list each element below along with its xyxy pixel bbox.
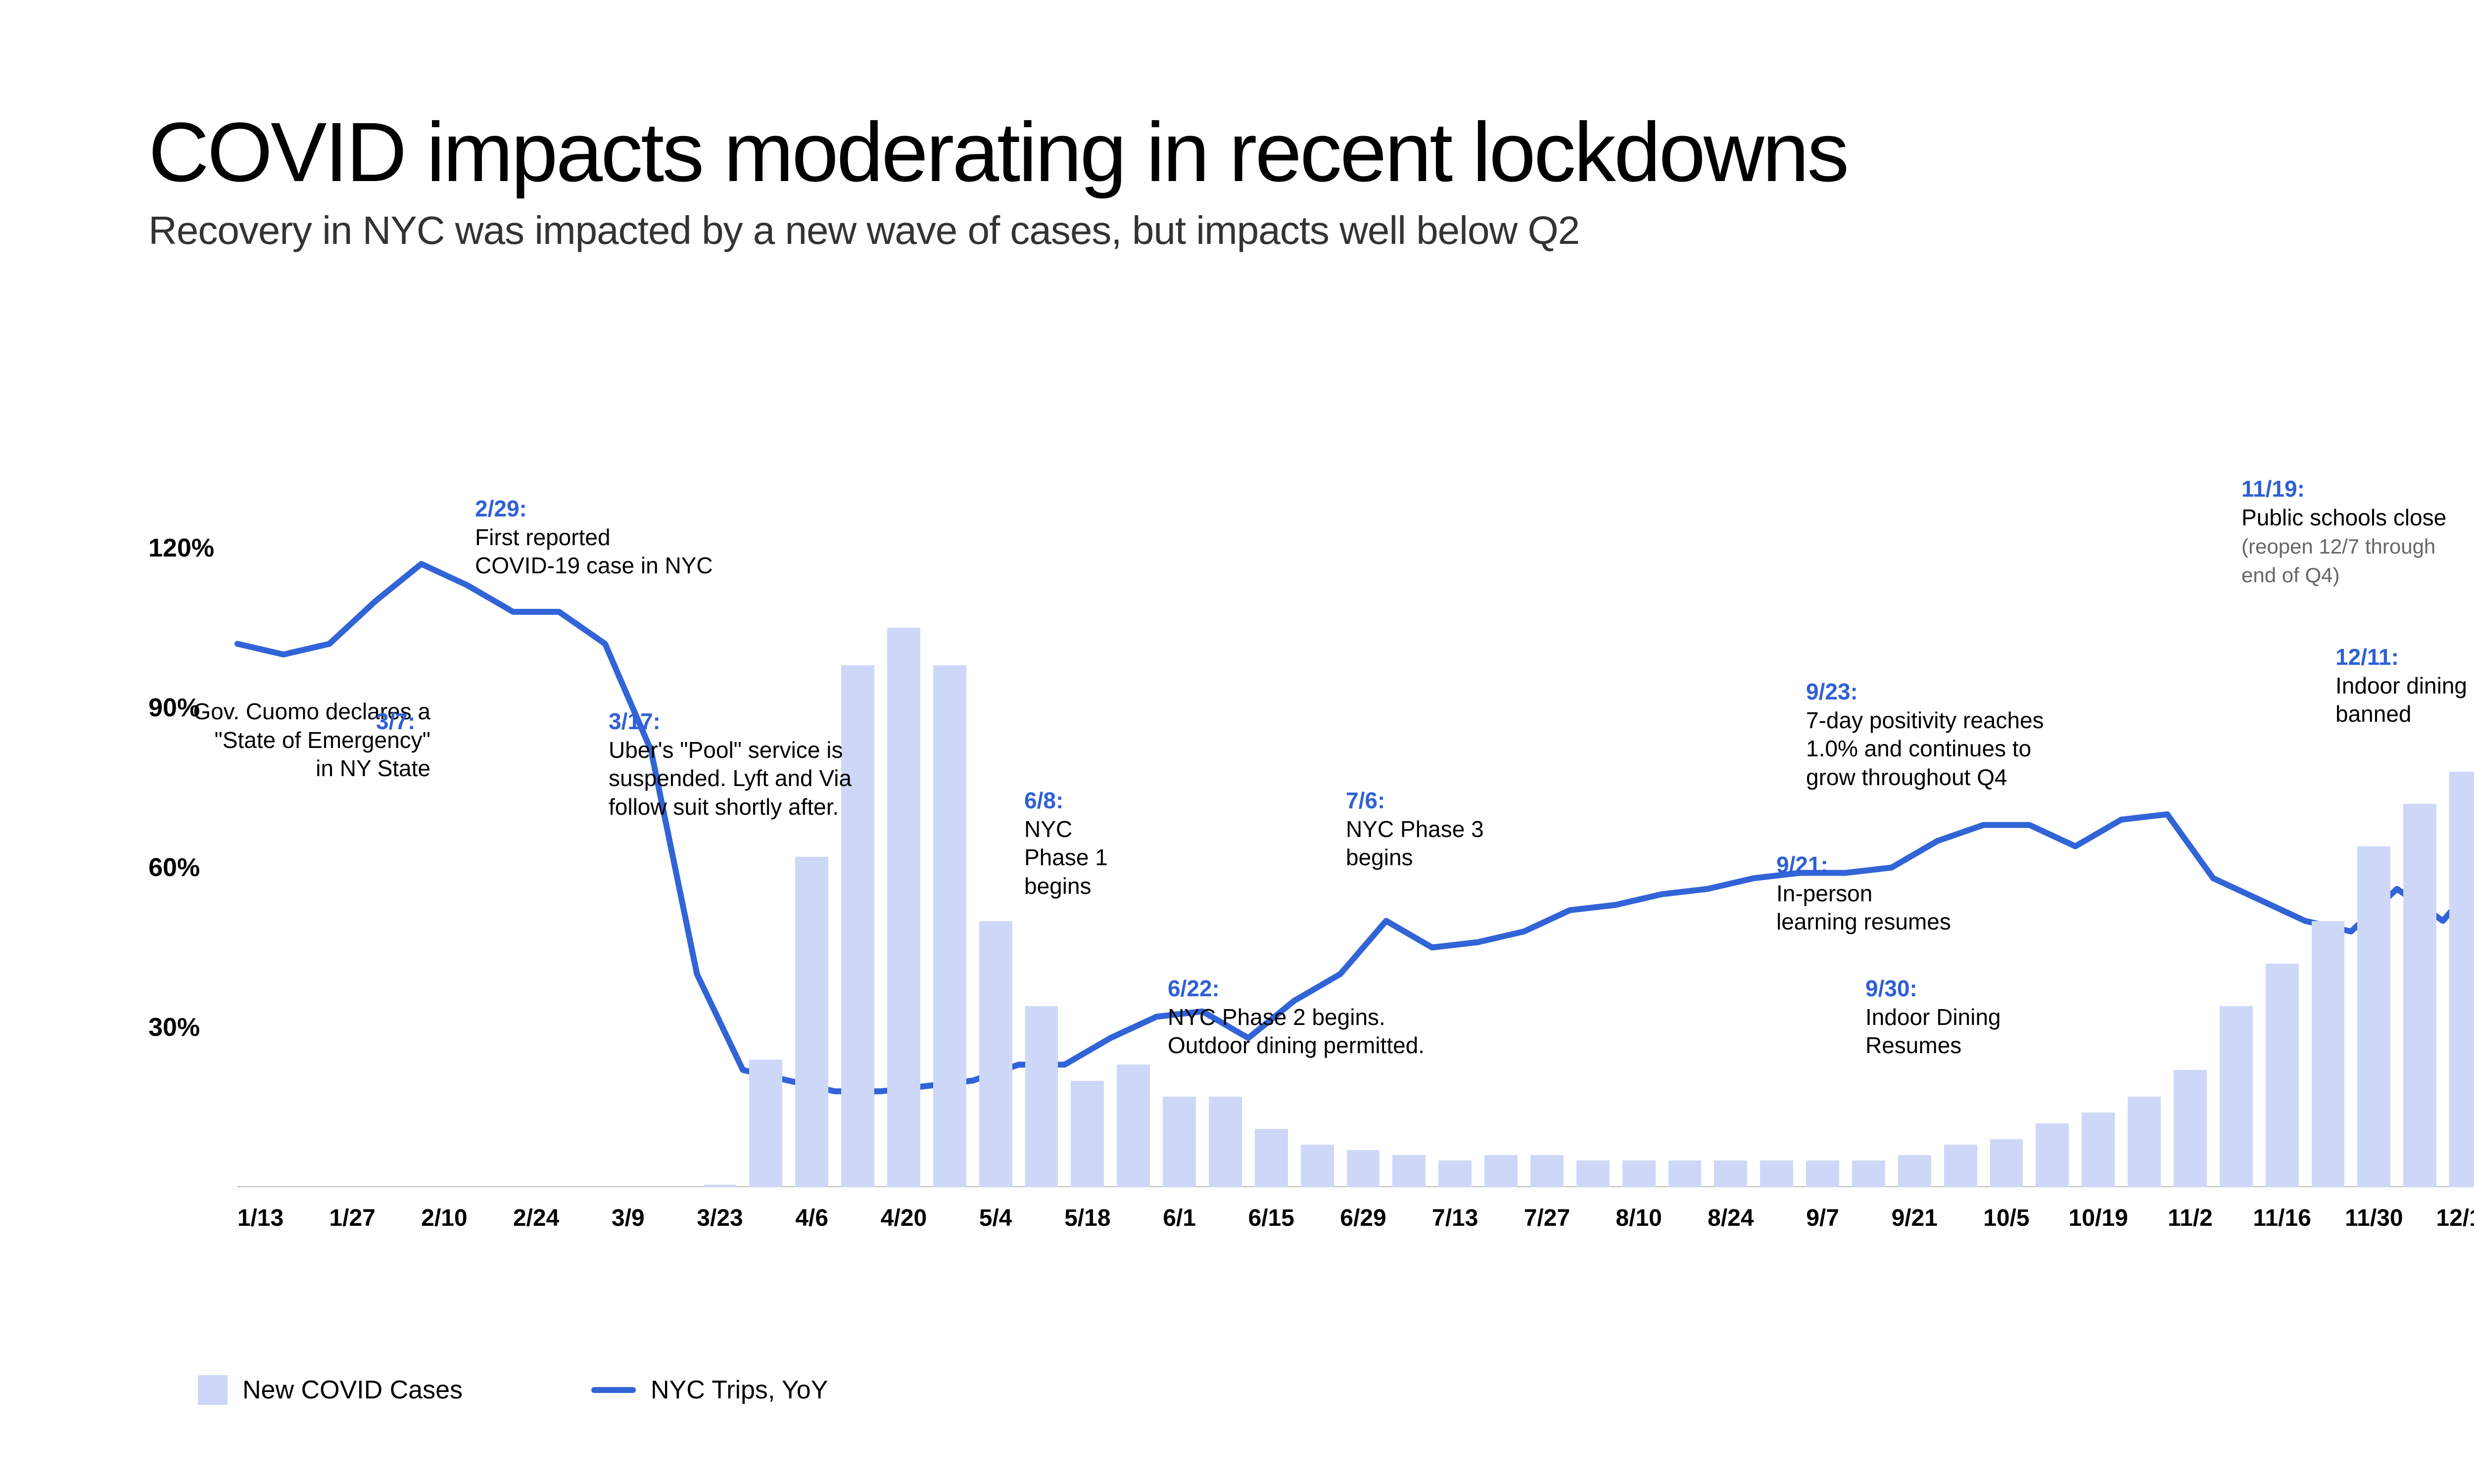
annotation: 9/23:7-day positivity reaches1.0% and co… [1806,678,2162,791]
bar [1301,1145,1334,1187]
x-axis-tick: 9/21 [1892,1205,1938,1232]
bar [1852,1160,1885,1187]
x-axis-tick: 5/4 [979,1205,1012,1232]
annotation: 9/30:Indoor DiningResumes [1865,974,2103,1060]
x-axis-tick: 10/5 [1983,1205,2029,1232]
x-axis-tick: 8/24 [1708,1205,1754,1232]
bar [1163,1097,1196,1187]
x-axis-tick: 6/29 [1340,1205,1386,1232]
x-axis-tick: 6/15 [1248,1205,1294,1232]
x-axis-tick: 6/1 [1163,1205,1196,1232]
annotation: 6/22:NYC Phase 2 begins.Outdoor dining p… [1168,974,1554,1060]
annotation: 3/17:Uber's "Pool" service issuspended. … [609,707,965,821]
bar [1025,1006,1058,1187]
x-axis-tick: 1/27 [329,1205,375,1232]
legend-label: New COVID Cases [242,1375,463,1405]
legend-label: NYC Trips, YoY [651,1375,828,1405]
bar [795,857,828,1187]
bar [1576,1160,1610,1187]
annotation: 11/19:Public schools close(reopen 12/7 t… [2241,475,2474,589]
annotation: 12/11:Indoor diningbanned [2335,643,2474,729]
x-axis-tick: 4/20 [881,1205,927,1232]
x-axis-tick: 9/7 [1806,1205,1839,1232]
bar [2174,1070,2207,1187]
annotation: 2/29:First reportedCOVID-19 case in NYC [475,495,797,580]
bar [1898,1155,1931,1187]
bar [1530,1155,1564,1187]
bar [2266,964,2299,1187]
bar [2036,1123,2069,1187]
legend-item: New COVID Cases [198,1375,463,1405]
x-axis-tick: 12/14 [2436,1205,2474,1232]
bar [749,1060,782,1187]
bar [1209,1097,1242,1187]
bar [979,921,1012,1187]
x-axis-tick: 2/24 [513,1205,559,1232]
x-axis-tick: 4/6 [795,1205,828,1232]
x-axis-tick: 11/30 [2345,1205,2403,1232]
bar [1347,1150,1380,1187]
bar [1484,1155,1518,1187]
bar [1668,1160,1702,1187]
legend: New COVID Cases NYC Trips, YoY [198,1375,828,1405]
bar [2220,1006,2253,1187]
bar [704,1185,737,1187]
bar [1438,1160,1472,1187]
x-axis-tick: 5/18 [1064,1205,1110,1232]
x-axis-tick: 3/9 [612,1205,645,1232]
bar [2128,1097,2161,1187]
bar [1760,1160,1793,1187]
x-axis-tick: 7/27 [1524,1205,1570,1232]
annotation: 3/7: [376,707,475,736]
page-subtitle: Recovery in NYC was impacted by a new wa… [148,208,1579,253]
x-axis-tick: 8/10 [1616,1205,1662,1232]
bar [1117,1065,1150,1187]
bar [2357,846,2390,1187]
bar [2082,1113,2115,1187]
y-axis-tick: 120% [148,533,228,563]
x-axis-tick: 2/10 [421,1205,467,1232]
page-title: COVID impacts moderating in recent lockd… [148,104,1847,201]
bar [1806,1160,1839,1187]
bar [1944,1145,1977,1187]
annotation: 7/6:NYC Phase 3begins [1346,787,1554,872]
bar [1071,1081,1104,1187]
bar [1990,1139,2023,1187]
y-axis-tick: 30% [148,1013,228,1042]
annotation: 6/8:NYCPhase 1begins [1024,787,1173,900]
bar [1714,1160,1747,1187]
x-axis-tick: 7/13 [1432,1205,1478,1232]
legend-swatch-line [591,1387,636,1393]
x-axis-tick: 10/19 [2069,1205,2128,1232]
bar [1622,1160,1656,1187]
bar [1392,1155,1426,1187]
x-axis-tick: 3/23 [697,1205,743,1232]
bar [2449,772,2474,1187]
y-axis-tick: 60% [148,853,228,882]
bar [2312,921,2345,1187]
annotation: 9/21:In-personlearning resumes [1776,851,2044,936]
x-axis-tick: 1/13 [238,1205,284,1232]
legend-swatch-bar [198,1375,228,1405]
x-axis-tick: 11/2 [2168,1205,2213,1232]
x-axis-tick: 11/16 [2253,1205,2311,1232]
bar [2403,804,2436,1187]
bar [1255,1129,1288,1187]
legend-item: NYC Trips, YoY [591,1375,828,1405]
